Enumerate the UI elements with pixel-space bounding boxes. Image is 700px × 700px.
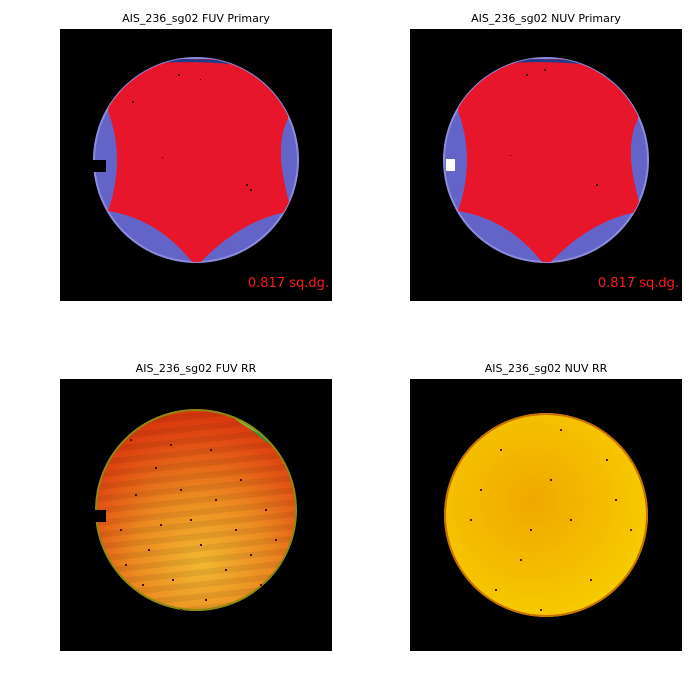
fuv-primary-image bbox=[92, 57, 299, 263]
fuv-primary-area-label: 0.817 sq.dg. bbox=[247, 276, 329, 291]
nuv-rr-image bbox=[444, 413, 648, 617]
nuv-rr-panel bbox=[410, 379, 682, 651]
nuv-primary-image bbox=[443, 57, 649, 263]
nuv-rr-title: AIS_236_sg02 NUV RR bbox=[484, 362, 608, 375]
fuv-rr-panel bbox=[60, 379, 332, 651]
fuv-primary-panel: 0.817 sq.dg. bbox=[60, 29, 332, 301]
fuv-primary-title: AIS_236_sg02 FUV Primary bbox=[122, 12, 270, 25]
fuv-rr-image bbox=[92, 409, 297, 611]
nuv-primary-area-label: 0.817 sq.dg. bbox=[597, 276, 679, 291]
nuv-primary-panel: 0.817 sq.dg. bbox=[410, 29, 682, 301]
nuv-primary-title: AIS_236_sg02 NUV Primary bbox=[471, 12, 621, 25]
fuv-rr-title: AIS_236_sg02 FUV RR bbox=[135, 362, 257, 375]
